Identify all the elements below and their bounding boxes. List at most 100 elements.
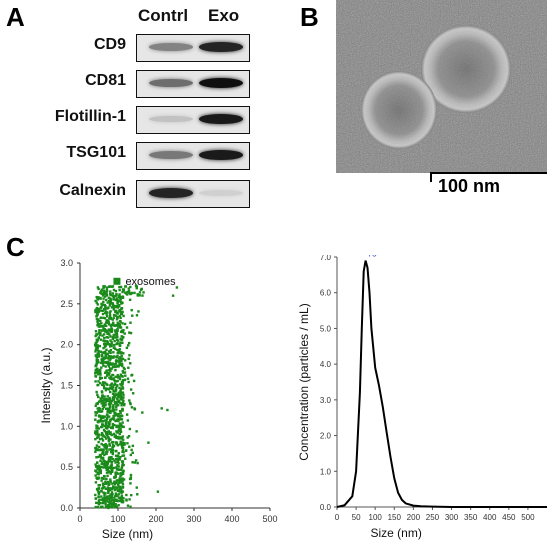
scatter-point [122,393,125,397]
scatter-point [120,460,124,463]
panel-label-a: A [6,2,25,32]
panel-label-c: C [6,232,25,262]
scatter-point [104,444,107,447]
scatter-point [99,361,102,364]
scatter-point [109,409,112,412]
scatter-point [121,435,125,438]
scatter-point [121,472,125,475]
scatter-point [120,424,123,427]
scatter-point [119,496,123,499]
scatter-point [135,285,139,288]
scatter-point [112,298,116,301]
scatter-point [106,474,109,478]
scatter-point [100,410,104,413]
scatter-point [98,437,102,441]
wb-band-contrl [149,78,193,88]
scatter-point [104,304,107,308]
scatter-point [109,493,113,496]
scatter-point [121,322,124,325]
scatter-point [122,289,125,292]
scatter-point [98,470,101,473]
scatter-point [102,293,105,296]
scatter-point [97,287,100,291]
scatter-point [107,487,110,491]
scatter-point [108,400,111,403]
legend-marker [113,277,121,285]
scale-bar [430,172,547,174]
scatter-point [110,433,113,437]
scatter-point [111,362,114,365]
scatter-point [103,496,106,499]
scatter-point [124,374,127,377]
scatter-point [105,292,108,295]
scatter-point [112,351,115,354]
scatter-point [156,490,160,493]
scatter-point [96,477,99,481]
scatter-point [108,420,112,423]
scatter-point [109,402,113,405]
scatter-point [99,459,102,463]
scatter-point [99,291,102,294]
scatter-point [116,376,120,379]
scatter-point [104,501,107,504]
scatter-point [105,477,108,481]
scatter-point [98,410,102,413]
scatter-point [103,486,106,489]
scatter-point [95,363,98,367]
scatter-point [108,396,111,400]
x-axis-label: Size (nm) [102,527,153,541]
scatter-point [114,402,117,405]
scatter-point [96,312,99,315]
scatter-point [120,500,123,504]
scatter-point [111,294,115,298]
scatter-point [102,387,106,390]
scatter-point [118,325,122,328]
y-tick-label: 6.0 [320,289,332,298]
scatter-point [109,472,112,475]
scatter-point [103,339,107,343]
scatter-point [111,443,115,447]
scatter-point [94,481,98,484]
scatter-point [126,436,129,439]
scatter-point [114,503,117,506]
scatter-point [96,431,99,435]
scatter-point [106,407,109,410]
scatter-point [118,375,121,378]
scatter-point [110,495,114,498]
scatter-point [94,474,97,477]
scatter-point [102,384,106,388]
scatter-point [104,329,108,332]
scatter-point [94,505,97,509]
scatter-point [121,295,125,298]
wb-blot-strip [136,106,250,134]
scatter-point [101,450,105,453]
scatter-point [98,377,102,381]
scatter-point [109,426,113,430]
scatter-point [121,464,124,467]
scatter-point [95,501,98,505]
scatter-point [104,342,108,346]
scatter-point [98,483,101,487]
scatter-point [101,423,105,426]
scatter-point [96,286,100,289]
scatter-point [97,355,101,358]
y-tick-label: 2.0 [60,340,73,350]
scatter-point [99,309,102,312]
scatter-point [116,312,119,315]
scatter-point [116,339,120,342]
scatter-point [115,458,118,461]
scatter-point [117,424,121,428]
scatter-point [124,449,128,453]
scatter-point [108,499,112,503]
scatter-point [97,373,100,376]
scatter-point [111,322,115,326]
scatter-point [102,466,105,469]
scatter-point [121,341,124,344]
scatter-point [118,305,121,308]
scatter-point [96,309,99,312]
scatter-point [94,309,97,312]
scatter-point [105,424,109,428]
scatter-point [117,481,121,485]
scatter-point [112,377,116,380]
scatter-point [103,435,107,438]
